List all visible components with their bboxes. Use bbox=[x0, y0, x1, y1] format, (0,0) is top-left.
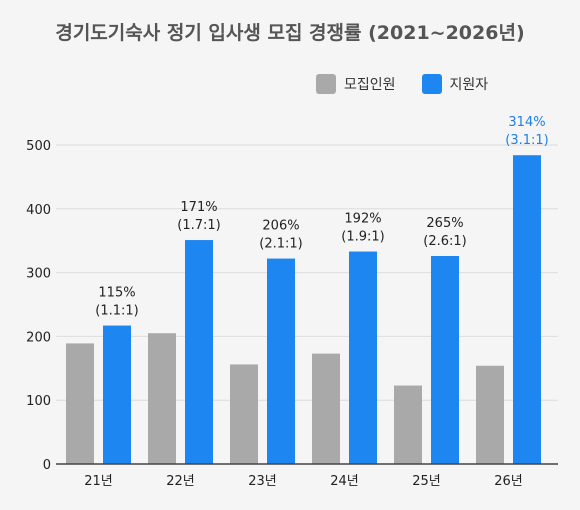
legend-item-applicants: 지원자 bbox=[421, 74, 489, 94]
annotation-ratio-3: (1.9:1) bbox=[341, 230, 384, 245]
bar-applicants-4 bbox=[431, 256, 459, 464]
legend-label-recruit: 모집인원 bbox=[344, 77, 396, 93]
annotation-ratio-1: (1.7:1) bbox=[177, 218, 220, 233]
annotation-rate-0: 115% bbox=[98, 286, 135, 301]
bar-applicants-5 bbox=[513, 155, 541, 464]
y-tick-label-500: 500 bbox=[26, 139, 51, 154]
y-tick-label-100: 100 bbox=[26, 394, 51, 409]
bar-recruit-5 bbox=[476, 365, 504, 464]
legend-swatch-recruit bbox=[316, 74, 336, 94]
legend-item-recruit: 모집인원 bbox=[316, 74, 396, 94]
y-tick-label-200: 200 bbox=[26, 330, 51, 345]
bar-applicants-1 bbox=[185, 240, 213, 464]
legend-swatch-applicants bbox=[421, 74, 442, 94]
bar-applicants-2 bbox=[267, 258, 295, 464]
chart-title: 경기도기숙사 정기 입사생 모집 경쟁률 (2021~2026년) bbox=[55, 22, 525, 44]
legend-label-applicants: 지원자 bbox=[449, 77, 489, 93]
bar-recruit-0 bbox=[66, 343, 94, 464]
annotation-ratio-0: (1.1:1) bbox=[95, 304, 138, 319]
x-tick-label-5: 26년 bbox=[494, 474, 523, 489]
x-tick-label-2: 23년 bbox=[248, 474, 277, 489]
bar-recruit-2 bbox=[230, 364, 258, 464]
annotation-rate-1: 171% bbox=[180, 200, 217, 215]
annotation-rate-3: 192% bbox=[344, 212, 381, 227]
annotation-rate-2: 206% bbox=[262, 219, 299, 234]
annotation-ratio-4: (2.6:1) bbox=[423, 234, 466, 249]
bar-recruit-1 bbox=[148, 333, 176, 464]
x-tick-label-4: 25년 bbox=[412, 474, 441, 489]
y-tick-label-300: 300 bbox=[26, 267, 51, 282]
bar-applicants-0 bbox=[103, 325, 131, 464]
bar-applicants-3 bbox=[349, 251, 377, 464]
annotation-ratio-2: (2.1:1) bbox=[259, 237, 302, 252]
bar-recruit-3 bbox=[312, 353, 340, 464]
y-tick-label-400: 400 bbox=[26, 203, 51, 218]
annotation-rate-4: 265% bbox=[426, 216, 463, 231]
annotation-ratio-5: (3.1:1) bbox=[505, 133, 548, 148]
legend: 모집인원 지원자 bbox=[316, 74, 514, 94]
y-tick-label-0: 0 bbox=[43, 458, 51, 473]
annotation-rate-5: 314% bbox=[508, 115, 545, 130]
x-tick-label-3: 24년 bbox=[330, 474, 359, 489]
bar-recruit-4 bbox=[394, 385, 422, 464]
x-tick-label-1: 22년 bbox=[166, 474, 195, 489]
x-tick-label-0: 21년 bbox=[84, 474, 113, 489]
